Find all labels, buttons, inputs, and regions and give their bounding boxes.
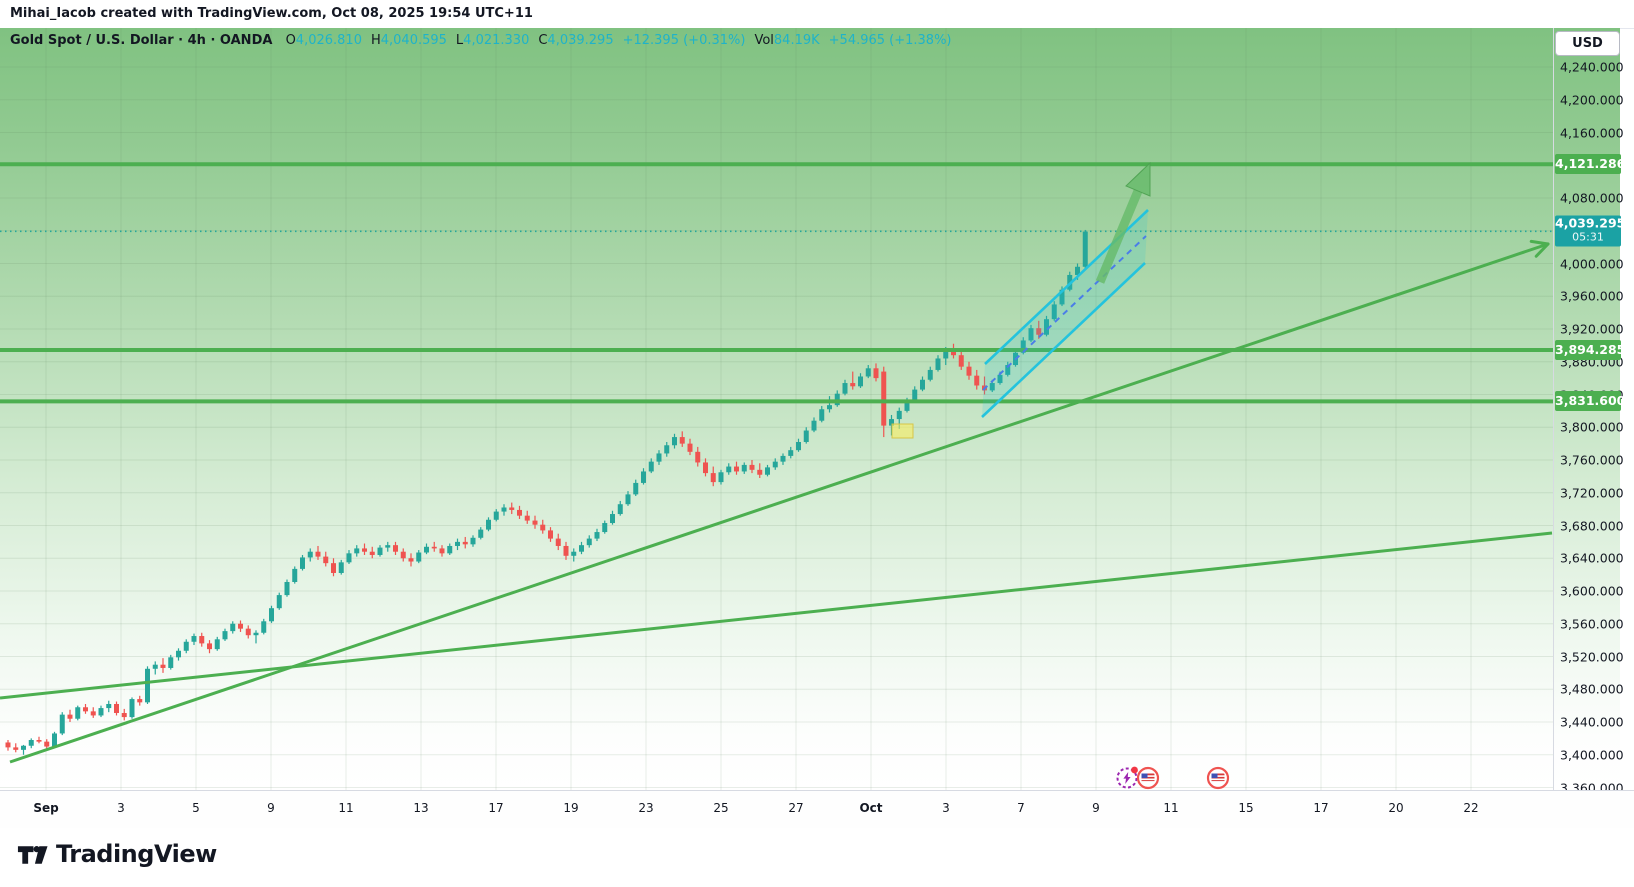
time-tick-label: 3 (942, 801, 950, 815)
time-tick-label: 13 (413, 801, 429, 815)
price-tick-label: 3,440.000 (1560, 714, 1624, 730)
time-tick-label: 15 (1238, 801, 1254, 815)
price-tick-label: 3,680.000 (1560, 518, 1624, 533)
legend-field: H4,040.595 (370, 33, 447, 48)
price-tick-label: 4,080.000 (1560, 190, 1624, 206)
time-tick-label: Oct (859, 801, 883, 815)
time-tick-label: 27 (788, 801, 804, 815)
legend-field: L4,021.330 (455, 33, 530, 48)
time-tick-label: 17 (488, 801, 504, 815)
time-tick-label: 9 (267, 801, 275, 815)
time-tick-label: 17 (1313, 801, 1329, 815)
price-tick-label: 3,800.000 (1560, 419, 1624, 435)
last-price-value: 4,039.295 (1555, 215, 1626, 231)
time-tick-label: 11 (338, 801, 354, 815)
attribution-text: Mihai_Iacob created with TradingView.com… (10, 6, 533, 21)
price-tick-label: 3,920.000 (1560, 321, 1624, 337)
time-tick-label: 11 (1163, 801, 1179, 815)
price-tick-label: 4,200.000 (1560, 92, 1624, 108)
price-axis-separator (1553, 28, 1554, 827)
tradingview-logo-icon (17, 845, 48, 864)
price-tick-label: 3,400.000 (1560, 747, 1624, 763)
time-tick-label: Sep (33, 801, 59, 815)
legend-ohlc-fields: O4,026.810 H4,040.595 L4,021.330 C4,039.295… (277, 33, 952, 48)
time-tick-label: 19 (563, 801, 579, 815)
legend-field: +12.395 (+0.31%) (622, 33, 746, 48)
time-axis[interactable]: Sep 3 5 9 11 13 17 19 23 25 27 Oct 3 7 9 11 15 17 20 22 (0, 790, 1634, 829)
tradingview-logo-text: TradingView (56, 840, 217, 868)
price-tick-label: 4,160.000 (1560, 125, 1624, 140)
price-tick-label: 3,760.000 (1560, 452, 1624, 468)
price-tick-label: 3,960.000 (1560, 288, 1624, 304)
time-tick-label: 22 (1463, 801, 1479, 815)
time-tick-label: 20 (1388, 801, 1404, 815)
price-tick-label: 3,600.000 (1560, 583, 1624, 599)
level-price-badge[interactable]: 4,121.286 (1555, 154, 1625, 175)
time-tick-label: 3 (117, 801, 125, 815)
price-tick-label: 3,560.000 (1560, 616, 1624, 632)
price-tick-label: 4,000.000 (1560, 256, 1624, 271)
price-tick-label: 4,240.000 (1560, 59, 1624, 75)
bar-countdown: 05:31 (1572, 230, 1604, 244)
legend-field: C4,039.295 (538, 33, 614, 48)
footer: TradingView (0, 828, 1634, 887)
time-tick-label: 25 (713, 801, 729, 815)
currency-button[interactable]: USD (1555, 31, 1620, 56)
price-tick-label: 3,640.000 (1560, 550, 1624, 566)
price-tick-label: 3,480.000 (1560, 681, 1624, 697)
last-price-badge[interactable]: 4,039.295 05:31 (1555, 215, 1626, 247)
price-tick-label: 3,720.000 (1560, 485, 1624, 501)
time-tick-label: 5 (192, 801, 200, 815)
attribution-bar: Mihai_Iacob created with TradingView.com… (0, 0, 1634, 29)
level-price-badge[interactable]: 3,894.285 (1555, 340, 1625, 361)
legend-field: Vol84.19K (754, 33, 820, 48)
legend-field: +54.965 (+1.38%) (828, 33, 952, 48)
time-tick-label: 9 (1092, 801, 1100, 815)
us-flag-event-icon[interactable] (1133, 763, 1163, 797)
time-tick-label: 23 (638, 801, 654, 815)
symbol-title: Gold Spot / U.S. Dollar · 4h · OANDA (10, 33, 273, 48)
chart-plot-background[interactable] (0, 28, 1620, 790)
symbol-legend[interactable]: Gold Spot / U.S. Dollar · 4h · OANDA O4,… (10, 33, 952, 48)
tradingview-logo[interactable]: TradingView (16, 840, 217, 868)
level-price-badge[interactable]: 3,831.600 (1555, 391, 1625, 412)
legend-field: O4,026.810 (285, 33, 362, 48)
time-tick-label: 7 (1017, 801, 1025, 815)
price-tick-label: 3,520.000 (1560, 649, 1624, 664)
us-flag-event-icon[interactable] (1203, 763, 1233, 797)
economic-event-lightning-icon[interactable] (1112, 763, 1142, 797)
